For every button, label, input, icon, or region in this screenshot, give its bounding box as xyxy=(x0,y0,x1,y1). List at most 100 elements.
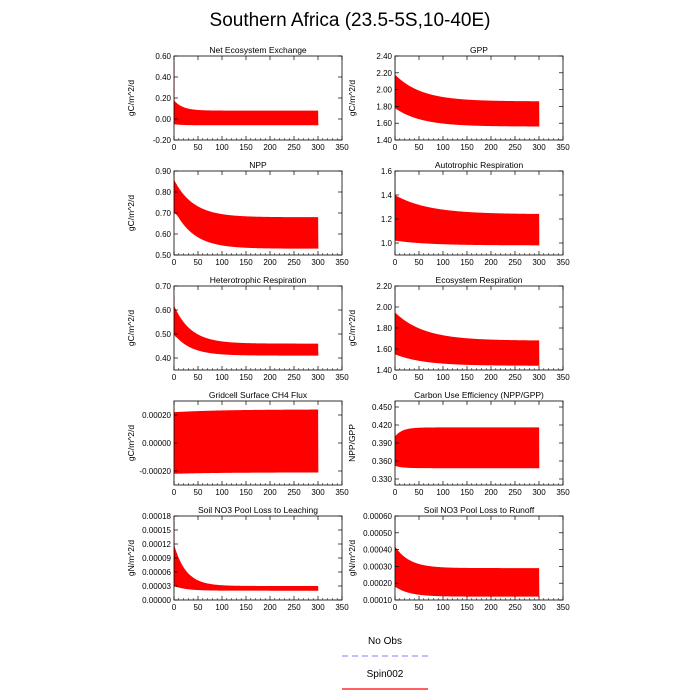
y-tick-label: 0.330 xyxy=(372,475,393,484)
x-tick-label: 200 xyxy=(263,603,277,612)
y-tick-label: 0.50 xyxy=(155,251,171,260)
x-tick-label: 100 xyxy=(215,488,229,497)
y-tick-label: 0.00060 xyxy=(363,512,392,521)
y-axis-label: gN/m^2/d xyxy=(126,540,136,576)
plot-frame xyxy=(394,170,564,256)
series-line-spin002 xyxy=(395,173,540,246)
x-tick-label: 50 xyxy=(194,143,203,152)
x-tick-label: 0 xyxy=(172,258,177,267)
y-tick-label: 0.60 xyxy=(155,52,171,61)
x-tick-label: 300 xyxy=(311,143,325,152)
x-tick-label: 200 xyxy=(263,143,277,152)
y-axis-label: gC/m^2/d xyxy=(126,80,136,116)
x-tick-label: 350 xyxy=(556,603,570,612)
x-tick-label: 250 xyxy=(287,143,301,152)
x-tick-label: 100 xyxy=(215,603,229,612)
chart-grid: Net Ecosystem Exchange gC/m^2/d 0 50 100 150 2… xyxy=(126,45,570,612)
panel-title: NPP xyxy=(249,160,267,170)
y-tick-label: 0.00009 xyxy=(142,554,171,563)
x-tick-label: 200 xyxy=(484,603,498,612)
y-axis-label: gC/m^2/d xyxy=(347,80,357,116)
x-tick-label: 350 xyxy=(556,143,570,152)
x-tick-label: 150 xyxy=(239,143,253,152)
y-tick-label: 0.60 xyxy=(155,230,171,239)
x-tick-label: 150 xyxy=(239,258,253,267)
y-tick-label: 0.00006 xyxy=(142,568,171,577)
x-tick-label: 200 xyxy=(484,488,498,497)
y-tick-label: 0.20 xyxy=(155,94,171,103)
panel-soil-no3-pool-loss-to-runoff: Soil NO3 Pool Loss to Runoff gN/m^2/d 0 50 1… xyxy=(347,505,570,612)
y-tick-label: 1.0 xyxy=(381,239,393,248)
x-tick-label: 250 xyxy=(508,603,522,612)
legend-label-spin002: Spin002 xyxy=(366,669,404,680)
x-tick-label: 350 xyxy=(335,143,349,152)
x-tick-label: 100 xyxy=(436,258,450,267)
y-tick-label: 0.00000 xyxy=(142,596,171,605)
x-tick-label: 100 xyxy=(436,143,450,152)
x-tick-label: 200 xyxy=(263,373,277,382)
series-mean-spin002 xyxy=(174,331,318,350)
x-tick-label: 250 xyxy=(508,258,522,267)
y-tick-label: 0.70 xyxy=(155,209,171,218)
panel-carbon-use-efficiency-npp-gpp: Carbon Use Efficiency (NPP/GPP) NPP/GPP 0 5… xyxy=(347,390,570,497)
x-tick-label: 150 xyxy=(239,373,253,382)
panel-title: Gridcell Surface CH4 Flux xyxy=(209,390,308,400)
y-tick-label: 0.390 xyxy=(372,439,393,448)
x-tick-label: 350 xyxy=(556,373,570,382)
x-tick-label: 150 xyxy=(460,603,474,612)
y-tick-label: 0.00020 xyxy=(142,411,171,420)
x-tick-label: 300 xyxy=(311,258,325,267)
series-mean-spin002 xyxy=(174,440,318,444)
series-line-spin002 xyxy=(174,175,319,249)
x-tick-label: 0 xyxy=(172,488,177,497)
y-tick-label: 2.40 xyxy=(376,52,392,61)
x-tick-label: 50 xyxy=(415,258,424,267)
y-axis-label: NPP/GPP xyxy=(347,424,357,462)
x-tick-label: 100 xyxy=(436,488,450,497)
panel-title: Soil NO3 Pool Loss to Leaching xyxy=(198,505,318,515)
x-tick-label: 250 xyxy=(508,488,522,497)
y-tick-label: 0.40 xyxy=(155,354,171,363)
x-tick-label: 50 xyxy=(194,603,203,612)
y-tick-label: 1.6 xyxy=(381,167,393,176)
series-line-spin002 xyxy=(174,295,319,356)
series-line-spin002 xyxy=(174,61,319,126)
legend-label-no-obs: No Obs xyxy=(368,636,402,647)
x-tick-label: 150 xyxy=(239,603,253,612)
legend: No Obs Spin002 xyxy=(320,636,450,698)
panel-title: GPP xyxy=(470,45,488,55)
x-tick-label: 300 xyxy=(532,373,546,382)
series-line-spin002 xyxy=(174,407,319,474)
y-tick-label: 1.80 xyxy=(376,324,392,333)
y-tick-label: 0.80 xyxy=(155,188,171,197)
x-tick-label: 250 xyxy=(287,603,301,612)
y-axis-label: gN/m^2/d xyxy=(347,540,357,576)
x-tick-label: 150 xyxy=(460,143,474,152)
x-tick-label: 350 xyxy=(335,603,349,612)
x-tick-label: 100 xyxy=(215,373,229,382)
panel-autotrophic-respiration: Autotrophic Respiration 0 50 100 150 200 250 30… xyxy=(381,160,570,267)
x-tick-label: 350 xyxy=(335,258,349,267)
panel-title: Heterotrophic Respiration xyxy=(210,275,307,285)
y-axis-label: gC/m^2/d xyxy=(126,310,136,346)
x-tick-label: 100 xyxy=(215,258,229,267)
y-tick-label: 0.00040 xyxy=(363,546,392,555)
panel-gridcell-surface-ch4-flux: Gridcell Surface CH4 Flux gC/m^2/d 0 50 100 1… xyxy=(126,390,349,497)
series-mean-spin002 xyxy=(174,114,318,120)
series-mean-spin002 xyxy=(395,337,539,351)
x-tick-label: 150 xyxy=(460,258,474,267)
y-tick-label: 0.00015 xyxy=(142,526,171,535)
x-tick-label: 300 xyxy=(532,488,546,497)
x-tick-label: 300 xyxy=(311,373,325,382)
y-tick-label: 0.450 xyxy=(372,403,393,412)
x-tick-label: 100 xyxy=(436,373,450,382)
x-tick-label: 50 xyxy=(194,373,203,382)
x-tick-label: 300 xyxy=(532,258,546,267)
panel-title: Net Ecosystem Exchange xyxy=(209,45,307,55)
plot-frame xyxy=(394,515,564,601)
x-tick-label: 250 xyxy=(287,373,301,382)
series-line-spin002 xyxy=(395,405,540,469)
y-tick-label: 1.40 xyxy=(376,136,392,145)
x-tick-label: 200 xyxy=(263,488,277,497)
x-tick-label: 0 xyxy=(393,488,398,497)
